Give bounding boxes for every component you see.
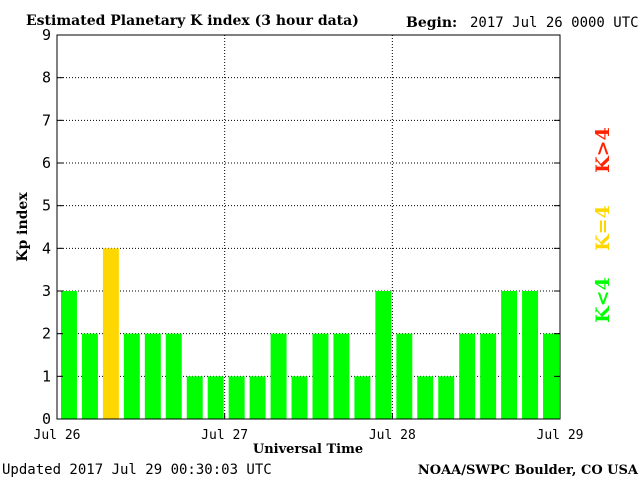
- kp-bar: [291, 376, 308, 419]
- grid-lines: [57, 35, 560, 419]
- kp-bar: [123, 333, 140, 419]
- x-tick-label: Jul 26: [34, 428, 81, 443]
- y-tick-label: 2: [42, 325, 51, 343]
- y-tick-label: 6: [42, 154, 51, 172]
- bars: [61, 248, 559, 419]
- plot-frame: [56, 34, 561, 420]
- y-tick-label: 1: [42, 367, 51, 385]
- x-axis-ticks: Jul 26 Jul 27 Jul 28 Jul 29: [34, 413, 584, 443]
- y-tick-label: 7: [42, 111, 51, 129]
- y-axis-ticks: 0 1 2 3 4 5 6 7 8 9: [42, 26, 560, 428]
- y-tick-label: 5: [42, 197, 51, 215]
- kp-bar: [165, 333, 182, 419]
- kp-bar: [459, 333, 476, 419]
- kp-bar: [312, 333, 329, 419]
- y-tick-label: 4: [42, 239, 51, 257]
- begin-label: Begin:: [406, 15, 457, 31]
- kp-bar: [480, 333, 497, 419]
- kp-bar: [438, 376, 455, 419]
- kp-bar: [522, 291, 539, 419]
- x-tick-label: Jul 27: [201, 428, 248, 443]
- kp-bar: [249, 376, 266, 419]
- begin-value: 2017 Jul 26 0000 UTC: [470, 15, 639, 31]
- kp-bar: [354, 376, 371, 419]
- kp-bar: [270, 333, 287, 419]
- chart-title: Estimated Planetary K index (3 hour data…: [26, 13, 359, 29]
- x-tick-label: Jul 28: [369, 428, 416, 443]
- legend-item: K=4: [592, 205, 614, 251]
- kp-bar: [543, 333, 559, 419]
- y-tick-label: 0: [42, 410, 51, 428]
- kp-bar: [186, 376, 203, 419]
- x-axis-label: Universal Time: [253, 442, 363, 457]
- source-text: NOAA/SWPC Boulder, CO USA: [418, 463, 639, 478]
- y-tick-label: 9: [42, 26, 51, 44]
- legend-item: K>4: [592, 127, 614, 173]
- kp-bar: [61, 291, 77, 419]
- kp-bar: [102, 248, 119, 419]
- y-axis-label: Kp index: [15, 192, 31, 262]
- legend-item: K<4: [592, 277, 614, 323]
- kp-bar: [207, 376, 224, 419]
- legend: K<4 K=4 K>4: [592, 127, 614, 323]
- y-tick-label: 3: [42, 282, 51, 300]
- kp-bar: [375, 291, 392, 419]
- kp-bar: [333, 333, 350, 419]
- x-tick-label: Jul 29: [537, 428, 584, 443]
- kp-bar: [396, 333, 413, 419]
- y-tick-label: 8: [42, 69, 51, 87]
- kp-bar: [81, 333, 98, 419]
- kp-bar: [417, 376, 434, 419]
- kp-bar: [228, 376, 245, 419]
- kp-bar: [144, 333, 161, 419]
- kp-bar: [501, 291, 518, 419]
- updated-text: Updated 2017 Jul 29 00:30:03 UTC: [2, 462, 272, 478]
